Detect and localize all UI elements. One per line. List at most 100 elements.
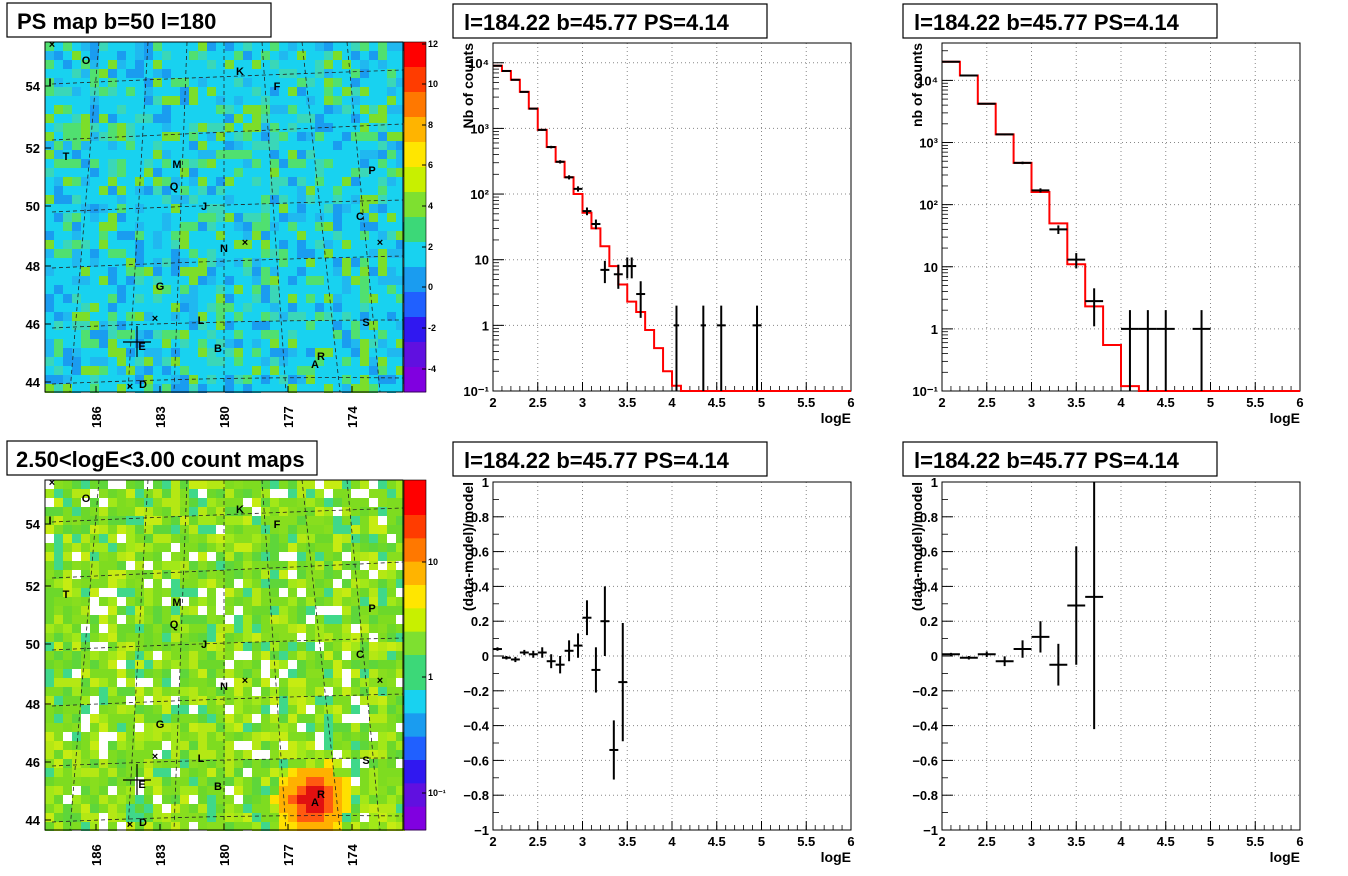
data-point — [582, 207, 592, 216]
data-point — [591, 219, 601, 230]
map-pixel — [171, 204, 180, 213]
map-pixel — [207, 786, 216, 795]
map-pixel — [297, 222, 306, 231]
map-pixel — [198, 480, 207, 489]
map-pixel — [153, 570, 162, 579]
map-pixel — [189, 222, 198, 231]
map-pixel — [333, 78, 342, 87]
map-pixel — [216, 321, 225, 330]
map-pixel — [198, 534, 207, 543]
map-pixel — [90, 741, 99, 750]
map-pixel — [243, 123, 252, 132]
map-pixel — [288, 804, 297, 813]
map-pixel — [306, 276, 315, 285]
map-pixel — [297, 768, 306, 777]
map-pixel — [225, 597, 234, 606]
map-pixel — [288, 561, 297, 570]
map-pixel — [180, 186, 189, 195]
map-pixel — [315, 507, 324, 516]
map-pixel — [72, 561, 81, 570]
map-pixel — [108, 339, 117, 348]
map-pixel — [297, 51, 306, 60]
map-pixel — [189, 51, 198, 60]
map-pixel — [342, 105, 351, 114]
map-pixel — [54, 552, 63, 561]
map-pixel — [252, 231, 261, 240]
map-pixel — [90, 705, 99, 714]
map-pixel — [351, 96, 360, 105]
map-pixel — [234, 375, 243, 384]
map-pixel — [135, 606, 144, 615]
map-pixel — [243, 150, 252, 159]
map-pixel — [297, 561, 306, 570]
map-pixel — [54, 339, 63, 348]
map-pixel — [261, 705, 270, 714]
map-pixel — [126, 141, 135, 150]
map-pixel — [126, 678, 135, 687]
map-pixel — [153, 150, 162, 159]
data-point — [1013, 640, 1032, 658]
map-pixel — [378, 669, 387, 678]
map-pixel — [279, 552, 288, 561]
colorbar-band — [404, 596, 426, 609]
map-pixel — [351, 588, 360, 597]
map-pixel — [270, 606, 279, 615]
x-tick-label: 4.5 — [708, 834, 726, 849]
map-pixel — [171, 750, 180, 759]
map-pixel — [351, 267, 360, 276]
meridian-line — [261, 479, 287, 831]
data-point — [716, 305, 726, 391]
map-pixel — [351, 795, 360, 804]
map-pixel — [369, 696, 378, 705]
map-pixel — [171, 678, 180, 687]
map-pixel — [315, 258, 324, 267]
map-pixel — [396, 570, 405, 579]
map-pixel — [342, 195, 351, 204]
map-pixel — [90, 543, 99, 552]
map-pixel — [54, 177, 63, 186]
map-pixel — [396, 348, 405, 357]
map-pixel — [279, 750, 288, 759]
map-pixel — [234, 96, 243, 105]
map-pixel — [396, 534, 405, 543]
map-pixel — [342, 786, 351, 795]
map-pixel — [261, 813, 270, 822]
colorbar-tick-label: 0 — [428, 282, 433, 292]
map-pixel — [90, 588, 99, 597]
map-pixel — [171, 768, 180, 777]
map-pixel — [63, 660, 72, 669]
map-pixel — [189, 750, 198, 759]
map-pixel — [234, 777, 243, 786]
map-pixel — [189, 195, 198, 204]
map-pixel — [72, 123, 81, 132]
map-pixel — [234, 579, 243, 588]
map-pixel — [387, 561, 396, 570]
map-pixel — [108, 561, 117, 570]
map-pixel — [297, 552, 306, 561]
map-pixel — [324, 804, 333, 813]
map-pixel — [90, 132, 99, 141]
map-pixel — [396, 249, 405, 258]
map-pixel — [396, 759, 405, 768]
map-pixel — [297, 813, 306, 822]
count-map-coordinate-grid: ××× ×× — [49, 477, 404, 831]
map-pixel — [342, 339, 351, 348]
map-pixel — [288, 714, 297, 723]
map-pixel — [63, 312, 72, 321]
map-pixel — [288, 768, 297, 777]
map-pixel — [351, 759, 360, 768]
colorbar-band — [404, 795, 426, 808]
map-pixel — [351, 714, 360, 723]
map-pixel — [72, 141, 81, 150]
map-pixel — [306, 795, 315, 804]
map-pixel — [360, 168, 369, 177]
colorbar-tick-label: 10 — [428, 557, 438, 567]
map-pixel — [180, 804, 189, 813]
map-pixel — [315, 69, 324, 78]
map-pixel — [288, 258, 297, 267]
map-pixel — [198, 552, 207, 561]
map-pixel — [324, 696, 333, 705]
map-pixel — [270, 705, 279, 714]
map-pixel — [180, 42, 189, 51]
map-pixel — [108, 330, 117, 339]
